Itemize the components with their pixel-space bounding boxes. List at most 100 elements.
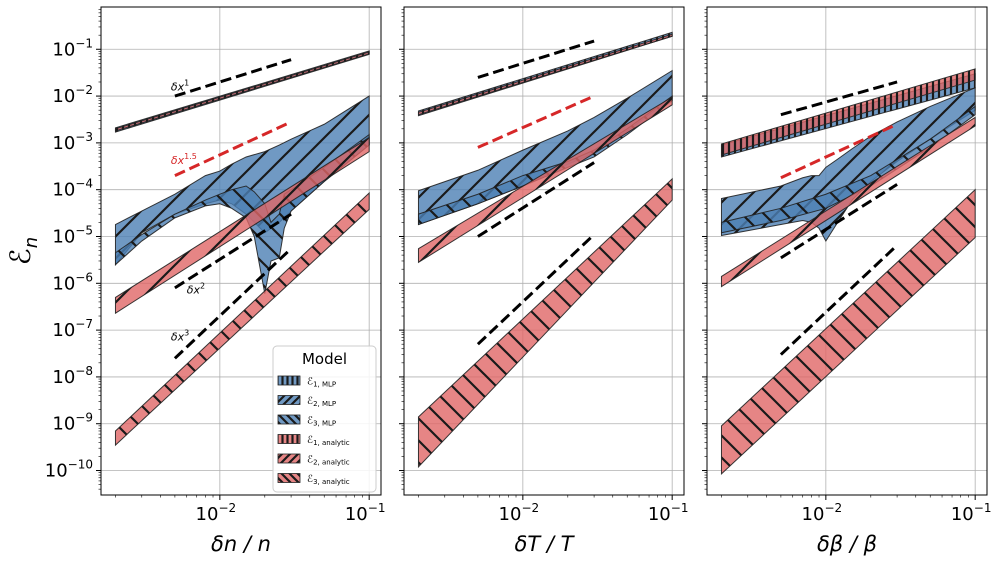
slope-guide-4 — [779, 244, 899, 356]
legend-swatch-hatch — [277, 414, 301, 425]
slope-guide-3 — [174, 212, 292, 290]
y-axis-label-symbol: ℰ — [4, 248, 37, 265]
band--1-analytic — [114, 51, 370, 132]
legend-entry: ℰ3, analytic — [277, 473, 350, 486]
slope-guide-2 — [174, 120, 292, 177]
slope-label-4: δx3 — [171, 328, 189, 343]
y-tick-base: 10 — [45, 461, 68, 482]
y-tick-exp: −4 — [75, 177, 93, 191]
band-hatch — [720, 105, 976, 234]
slope-guide-4 — [173, 247, 293, 360]
legend-entry: ℰ2, MLP — [277, 395, 336, 408]
y-tick-label: 10−6 — [52, 270, 93, 294]
x-tick-base: 10 — [345, 504, 368, 525]
x-axis-label: δn / n — [211, 532, 271, 556]
legend-entry: ℰ2, analytic — [277, 453, 350, 467]
legend-label: ℰ1, analytic — [307, 435, 350, 447]
slope-label-exp: 3 — [184, 328, 189, 337]
x-tick-base: 10 — [648, 504, 671, 525]
x-axis: 10−2 10−1 — [115, 495, 385, 525]
x-tick-exp: −1 — [974, 501, 992, 515]
slope-label-1: δx1 — [171, 79, 189, 94]
slope-guide-1 — [174, 58, 292, 98]
legend-label-symbol: ℰ — [307, 396, 313, 407]
slope-label-3: δx2 — [187, 282, 205, 297]
legend-label-sub: 2, analytic — [313, 459, 350, 467]
y-tick-exp: −3 — [75, 130, 93, 144]
band-hatch — [720, 116, 976, 288]
x-tick-label: 10−2 — [802, 501, 843, 525]
x-tick-base: 10 — [951, 504, 974, 525]
y-tick-label: 10−5 — [52, 223, 93, 247]
axes-frame — [100, 6, 382, 496]
slope-label-exp: 1 — [184, 79, 189, 88]
panel-3: 10−2 10−1δβ / β — [702, 6, 991, 556]
legend-label: ℰ3, MLP — [307, 416, 336, 428]
x-tick-exp: −2 — [521, 501, 539, 515]
y-tick-base: 10 — [52, 414, 75, 435]
slope-guide-1 — [477, 39, 595, 79]
legend-label-symbol: ℰ — [307, 377, 313, 388]
y-tick-label: 10−2 — [52, 83, 93, 107]
legend-label-symbol: ℰ — [307, 474, 313, 485]
y-tick-label: 10−8 — [52, 364, 93, 388]
bands — [417, 31, 673, 469]
legend-swatch-hatch — [277, 453, 301, 464]
legend-entry: ℰ1, MLP — [277, 375, 336, 389]
slope-guide-3 — [780, 183, 898, 260]
slope-label-2: δx1.5 — [171, 152, 197, 167]
band--3-analytic — [417, 177, 673, 469]
band--1-analytic — [720, 68, 976, 156]
y-axis-label: ℰn — [4, 237, 42, 265]
legend-label-sub: 1, MLP — [313, 381, 336, 389]
x-tick-exp: −1 — [368, 501, 386, 515]
band-hatch — [114, 51, 370, 132]
band--1-analytic — [417, 33, 673, 116]
y-tick-label: 10−7 — [52, 317, 93, 341]
y-tick-label: 10−4 — [52, 177, 93, 201]
band-hatch — [720, 68, 976, 156]
legend-entry: ℰ1, analytic — [277, 434, 350, 447]
legend-label: ℰ1, MLP — [307, 377, 336, 389]
y-tick-base: 10 — [52, 273, 75, 294]
x-tick-label: 10−2 — [499, 501, 540, 525]
band-hatch — [114, 191, 370, 447]
y-tick-base: 10 — [52, 226, 75, 247]
slope-label-base: δx — [171, 330, 185, 343]
slope-guide-2 — [780, 122, 898, 180]
band--2-analytic — [720, 116, 976, 288]
y-axis — [399, 9, 404, 490]
slope-guide-4 — [476, 233, 596, 346]
y-tick-label: 10−1 — [52, 36, 93, 60]
band--2-analytic — [114, 136, 370, 315]
x-tick-label: 10−1 — [345, 501, 386, 525]
band--2-analytic — [417, 96, 673, 264]
legend-swatch-hatch — [277, 375, 301, 386]
legend-label: ℰ3, analytic — [307, 474, 350, 486]
slope-label-exp: 2 — [200, 282, 205, 291]
x-tick-label: 10−1 — [951, 501, 992, 525]
x-axis: 10−2 10−1 — [721, 495, 991, 525]
y-tick-label: 10−10 — [45, 458, 93, 482]
panel-1: δx1δx1.5δx2δx310−110−210−310−410−510−610… — [45, 6, 385, 556]
legend-title: Model — [302, 350, 347, 368]
band-hatch — [417, 33, 673, 116]
y-axis: 10−110−210−310−410−510−610−710−810−910−1… — [45, 9, 101, 490]
x-tick-exp: −2 — [824, 501, 842, 515]
band-hatch — [417, 177, 673, 469]
y-axis-label-sub: n — [21, 237, 42, 248]
y-tick-exp: −1 — [75, 36, 93, 50]
y-tick-label: 10−9 — [52, 411, 93, 435]
x-tick-base: 10 — [802, 504, 825, 525]
x-tick-base: 10 — [499, 504, 522, 525]
y-tick-base: 10 — [52, 133, 75, 154]
legend-label-symbol: ℰ — [307, 435, 313, 446]
legend-swatch-hatch — [277, 434, 301, 444]
slope-label-exp: 1.5 — [184, 152, 197, 161]
band--3-mlp — [720, 105, 976, 234]
band-hatch — [417, 96, 673, 264]
x-tick-label: 10−1 — [648, 501, 689, 525]
slope-guide-3 — [477, 161, 595, 238]
